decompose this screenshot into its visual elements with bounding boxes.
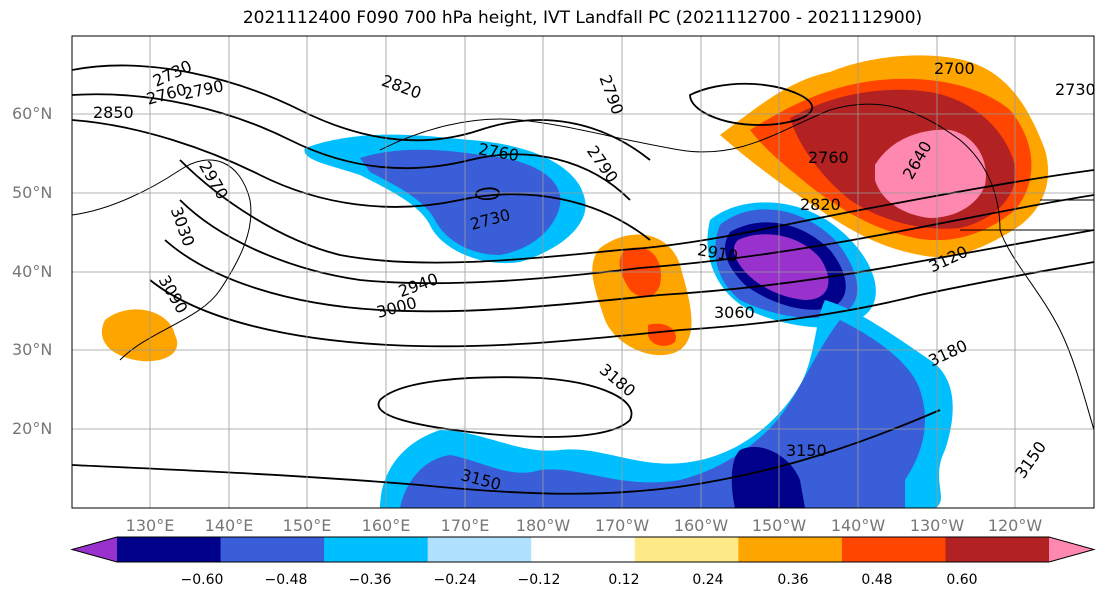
lon-label: 170°E bbox=[440, 516, 490, 535]
lon-label: 150°E bbox=[282, 516, 332, 535]
lon-label: 140°W bbox=[830, 516, 886, 535]
colorbar-tick-label: 0.60 bbox=[946, 572, 978, 588]
colorbar bbox=[70, 536, 1096, 563]
colorbar-segment bbox=[945, 537, 1050, 562]
colorbar-segment bbox=[531, 537, 636, 562]
colorbar-outline bbox=[70, 536, 1096, 563]
colorbar-tick-label: −0.24 bbox=[433, 572, 477, 588]
colorbar-tick-label: 0.36 bbox=[777, 572, 809, 588]
colorbar-segment bbox=[427, 537, 532, 562]
lat-label: 50°N bbox=[12, 183, 53, 202]
contour-label: 2790 bbox=[596, 72, 628, 117]
contour-label: 3030 bbox=[167, 204, 199, 249]
lat-label: 20°N bbox=[12, 419, 53, 438]
gridlines bbox=[72, 36, 1094, 508]
lon-label: 160°W bbox=[673, 516, 729, 535]
contour-label: 2760 bbox=[808, 148, 849, 167]
map-title: 2021112400 F090 700 hPa height, IVT Land… bbox=[242, 8, 923, 28]
colorbar-segment bbox=[72, 537, 117, 562]
lon-label: 170°W bbox=[594, 516, 650, 535]
colorbar-tick-label: −0.48 bbox=[264, 572, 308, 588]
lon-label: 130°E bbox=[125, 516, 175, 535]
colorbar-segment bbox=[1049, 537, 1094, 562]
lon-label: 160°E bbox=[361, 516, 411, 535]
contour-label: 2820 bbox=[800, 195, 841, 214]
colorbar-segment bbox=[324, 537, 429, 562]
lat-label: 30°N bbox=[12, 340, 53, 359]
colorbar-tick-label: −0.12 bbox=[517, 572, 561, 588]
contour-label: 3000 bbox=[374, 293, 418, 322]
contour-label: 3180 bbox=[596, 360, 639, 401]
contour-label: 2850 bbox=[93, 103, 134, 122]
lon-label: 150°W bbox=[751, 516, 807, 535]
lon-label: 140°E bbox=[204, 516, 254, 535]
contour-label: 2730 bbox=[1055, 80, 1096, 99]
lat-label: 40°N bbox=[12, 262, 53, 281]
colorbar-segment bbox=[738, 537, 843, 562]
contour-label: 2790 bbox=[182, 76, 226, 103]
ivt-positive-shading bbox=[101, 55, 1049, 362]
colorbar-segment bbox=[634, 537, 739, 562]
contour-label: 3060 bbox=[714, 303, 755, 322]
contour-label: 2790 bbox=[583, 142, 622, 186]
colorbar-tick-label: 0.12 bbox=[608, 572, 640, 588]
contour-label: 3150 bbox=[786, 441, 827, 460]
map-panel: 2730 2760 2790 2850 2970 3030 3090 2820 … bbox=[71, 35, 1096, 509]
colorbar-tick-label: 0.24 bbox=[692, 572, 724, 588]
colorbar-tick-label: 0.48 bbox=[861, 572, 893, 588]
lon-label: 120°W bbox=[987, 516, 1043, 535]
colorbar-segment bbox=[220, 537, 325, 562]
lon-label: 180°W bbox=[515, 516, 571, 535]
colorbar-tick-label: −0.36 bbox=[348, 572, 392, 588]
contour-label: 3150 bbox=[1011, 438, 1050, 482]
contour-label: 3090 bbox=[155, 272, 192, 317]
contour-label: 3180 bbox=[925, 336, 970, 370]
lon-label: 130°W bbox=[909, 516, 965, 535]
height-contours bbox=[72, 64, 1094, 495]
contour-label: 2700 bbox=[934, 59, 975, 78]
lat-label: 60°N bbox=[12, 104, 53, 123]
coastlines bbox=[72, 103, 1094, 431]
colorbar-tick-label: −0.60 bbox=[180, 572, 224, 588]
colorbar-segment bbox=[117, 537, 222, 562]
colorbar-segment bbox=[841, 537, 946, 562]
